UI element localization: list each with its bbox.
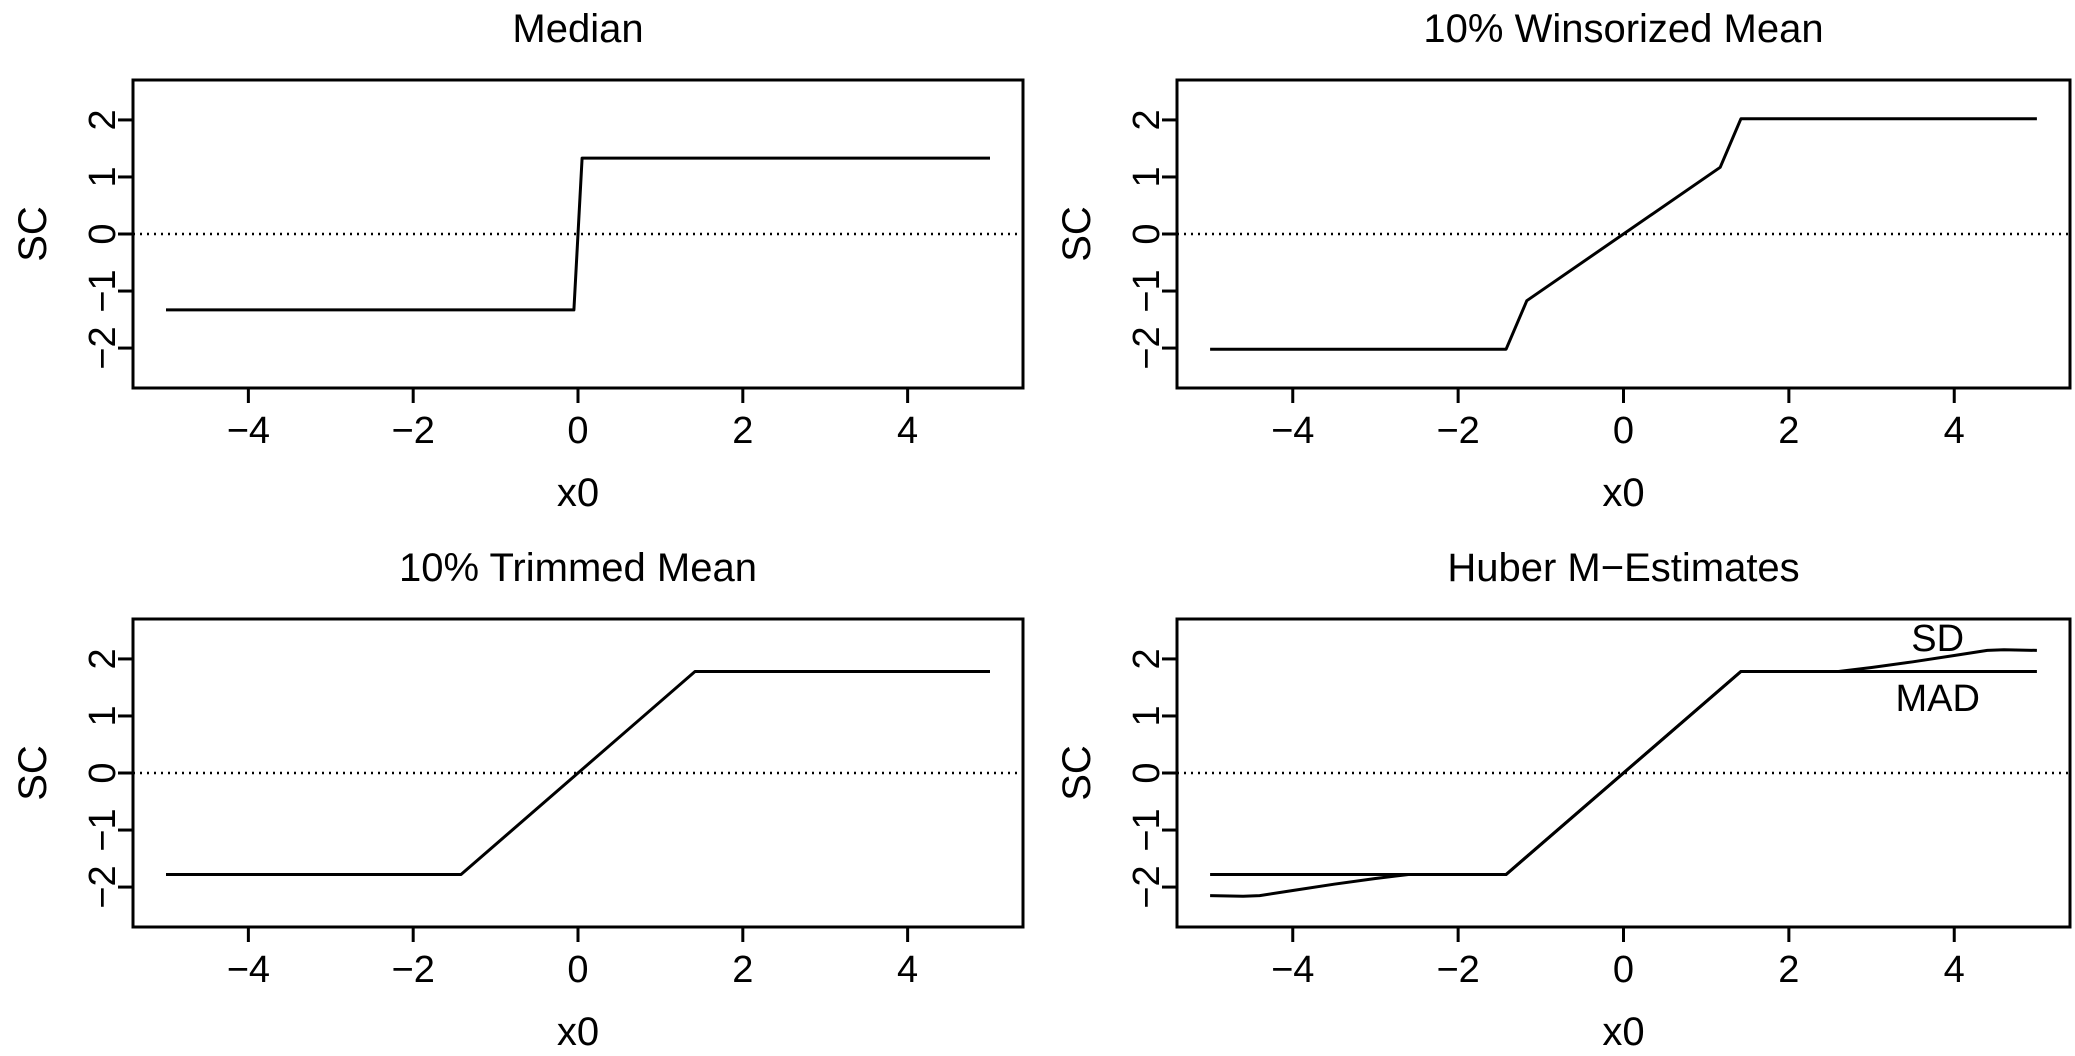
y-axis-label: SC	[11, 745, 55, 801]
y-tick-label: −1	[1126, 808, 1168, 851]
y-tick-label: 0	[82, 223, 124, 244]
x-tick-label: 2	[732, 410, 753, 452]
x-tick-label: 0	[1613, 949, 1634, 991]
y-tick-label: 2	[82, 109, 124, 130]
y-axis-label: SC	[1055, 206, 1099, 262]
annotation-label: MAD	[1895, 678, 1979, 720]
x-tick-label: 4	[897, 949, 918, 991]
panel-huber: Huber M−Estimates −4 −2 0 2 4 −2 −1 0 1 2 x0 SC SD MAD	[1055, 546, 2072, 1054]
y-tick-label: −1	[82, 269, 124, 312]
panel-title: Median	[512, 7, 643, 51]
y-tick-label: −2	[82, 865, 124, 908]
series-line-1	[166, 670, 990, 876]
panel-trimmed-mean: 10% Trimmed Mean −4 −2 0 2 4 −2 −1 0 1 2 x0 SC	[11, 546, 1025, 1054]
x-tick-label: −2	[1436, 410, 1479, 452]
y-tick-label: 0	[1126, 223, 1168, 244]
x-tick-label: 4	[1944, 949, 1965, 991]
y-tick-label: 1	[82, 705, 124, 726]
y-tick-label: −1	[82, 808, 124, 851]
x-tick-label: −4	[227, 949, 270, 991]
x-axis-label: x0	[1602, 471, 1644, 515]
y-tick-label: 0	[82, 762, 124, 783]
y-tick-label: 2	[82, 648, 124, 669]
x-tick-label: −2	[392, 410, 435, 452]
panel-median: Median −4 −2 0 2 4 −2 −1 0 1 2 x0 SC	[11, 7, 1025, 515]
y-tick-label: 1	[1126, 166, 1168, 187]
y-tick-label: −1	[1126, 269, 1168, 312]
y-tick-label: −2	[82, 326, 124, 369]
series-line-1	[166, 156, 990, 312]
series-line-2	[1210, 648, 2037, 898]
y-tick-label: −2	[1126, 326, 1168, 369]
x-tick-label: −4	[227, 410, 270, 452]
x-axis-label: x0	[557, 1010, 599, 1054]
panel-title: 10% Trimmed Mean	[399, 546, 757, 590]
annotation-label: SD	[1911, 618, 1964, 660]
y-tick-label: 0	[1126, 762, 1168, 783]
x-tick-label: −4	[1271, 949, 1314, 991]
x-axis-label: x0	[1602, 1010, 1644, 1054]
x-tick-label: −2	[1436, 949, 1479, 991]
y-axis-label: SC	[1055, 745, 1099, 801]
x-tick-label: 0	[567, 410, 588, 452]
x-tick-label: 0	[1613, 410, 1634, 452]
x-tick-label: 0	[567, 949, 588, 991]
y-tick-label: 2	[1126, 648, 1168, 669]
x-tick-label: 4	[897, 410, 918, 452]
x-tick-label: −4	[1271, 410, 1314, 452]
x-tick-label: 4	[1944, 410, 1965, 452]
panel-title: Huber M−Estimates	[1447, 546, 1799, 590]
y-tick-label: 1	[1126, 705, 1168, 726]
x-axis-label: x0	[557, 471, 599, 515]
y-tick-label: 2	[1126, 109, 1168, 130]
y-axis-label: SC	[11, 206, 55, 262]
panel-title: 10% Winsorized Mean	[1423, 7, 1823, 51]
x-tick-label: 2	[1778, 949, 1799, 991]
x-tick-label: 2	[732, 949, 753, 991]
panel-winsorized-mean: 10% Winsorized Mean −4 −2 0 2 4 −2 −1 0 1 2 x0 SC	[1055, 7, 2072, 515]
x-tick-label: 2	[1778, 410, 1799, 452]
y-tick-label: −2	[1126, 865, 1168, 908]
series-line-1	[1210, 117, 2037, 351]
y-tick-label: 1	[82, 166, 124, 187]
x-tick-label: −2	[392, 949, 435, 991]
